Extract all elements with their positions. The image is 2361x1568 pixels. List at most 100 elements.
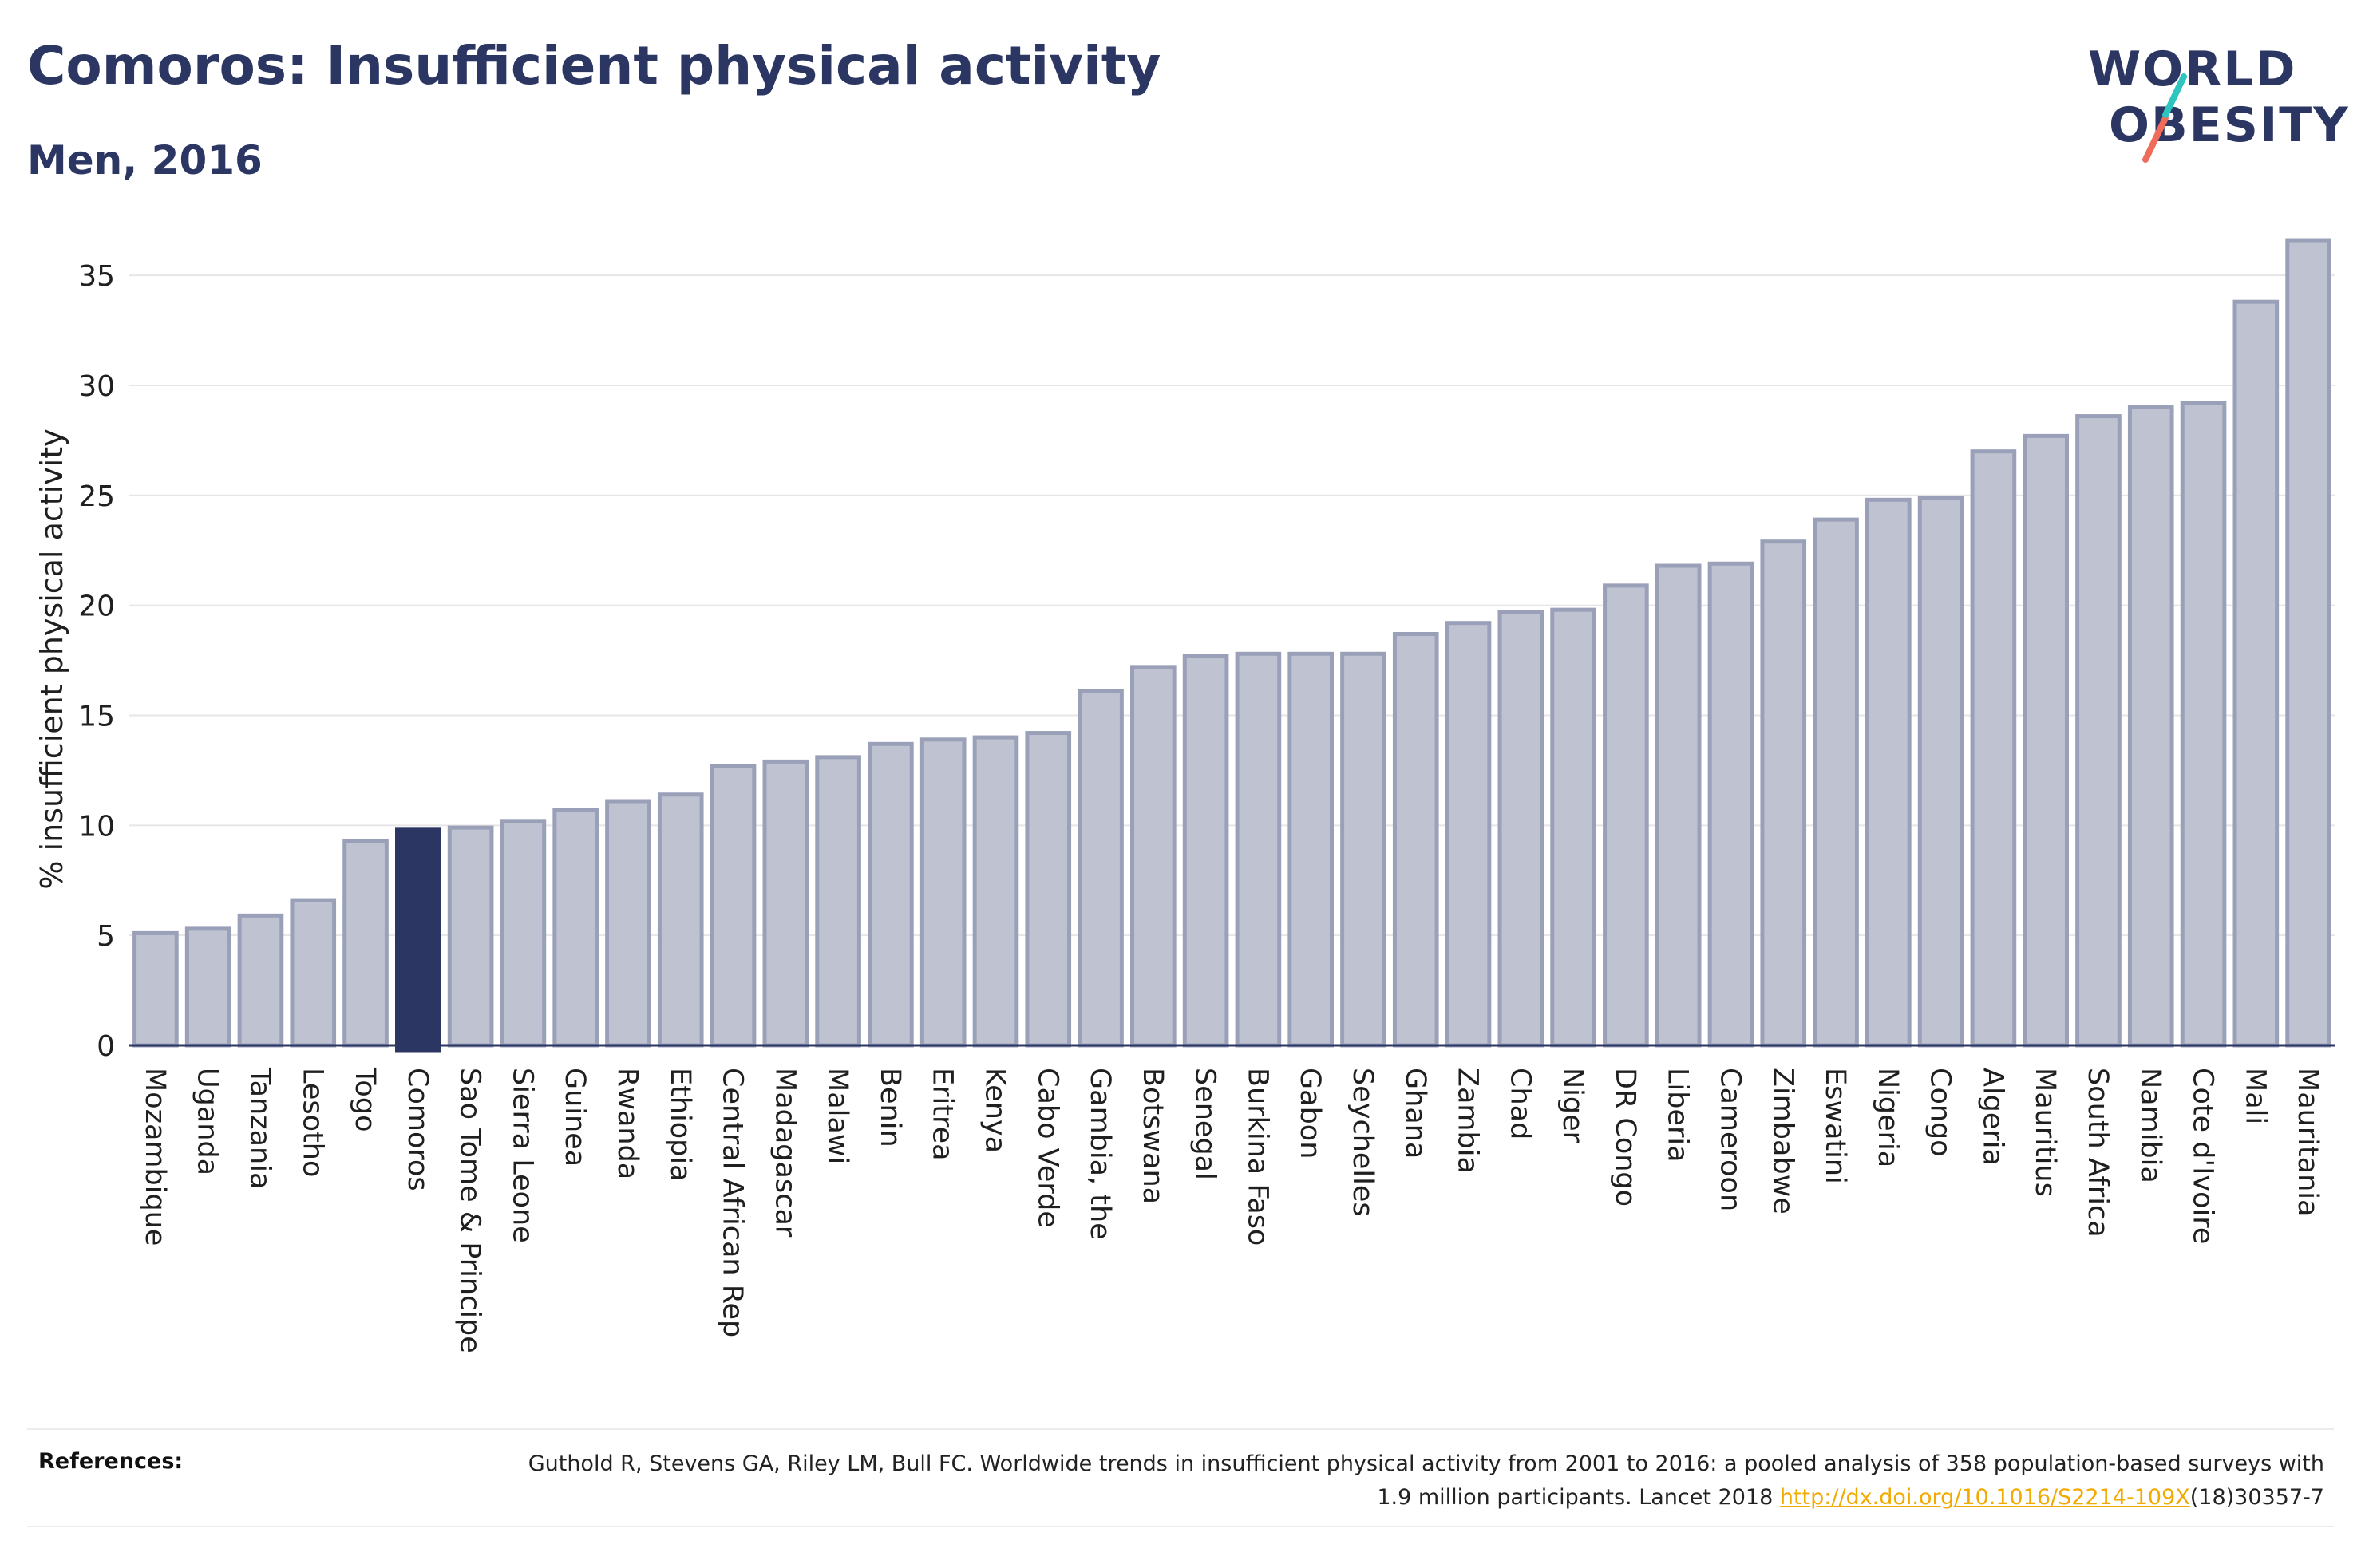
x-tick-label: Zimbabwe xyxy=(1766,1068,1798,1215)
x-tick-label: Mauritania xyxy=(2292,1068,2323,1216)
x-tick-label: Kenya xyxy=(979,1068,1010,1153)
x-tick-label: Mali xyxy=(2239,1068,2271,1124)
y-tick-label: 10 xyxy=(78,810,115,843)
x-tick-label: Sao Tome & Principe xyxy=(454,1068,486,1353)
bar xyxy=(1865,497,1912,1048)
bar xyxy=(500,819,547,1048)
bar xyxy=(710,764,757,1048)
x-tick-label: Lesotho xyxy=(296,1068,328,1177)
x-tick-label: Mauritius xyxy=(2029,1068,2061,1197)
bar xyxy=(1813,517,1859,1048)
x-tick-label: Zambia xyxy=(1452,1068,1484,1174)
y-axis-label: % insufficient physical activity xyxy=(34,429,69,889)
references-label: References: xyxy=(38,1449,184,1474)
x-tick-label: Rwanda xyxy=(611,1068,643,1179)
bar xyxy=(1603,583,1649,1048)
x-tick-label: Malawi xyxy=(821,1068,853,1164)
logo-text-world: WORLD xyxy=(2088,41,2297,97)
x-tick-label: Senegal xyxy=(1189,1068,1221,1180)
x-tick-label: Sierra Leone xyxy=(506,1068,538,1243)
x-tick-label: Ethiopia xyxy=(664,1068,696,1182)
x-tick-label: Eritrea xyxy=(927,1068,959,1161)
x-tick-label: Gabon xyxy=(1294,1068,1326,1159)
bar xyxy=(290,898,337,1048)
bar xyxy=(1497,610,1544,1048)
x-tick-label: Ghana xyxy=(1399,1068,1431,1159)
bar xyxy=(1392,631,1439,1048)
grid-lines xyxy=(129,274,2335,937)
bar xyxy=(605,799,651,1048)
y-tick-label: 15 xyxy=(78,700,115,733)
bar xyxy=(184,926,231,1048)
bar xyxy=(132,930,179,1048)
x-tick-label: Chad xyxy=(1504,1068,1536,1139)
chart-title: Comoros: Insufficient physical activity xyxy=(27,35,1161,97)
bar xyxy=(1078,689,1124,1048)
bar xyxy=(2180,401,2227,1048)
x-tick-label: Tanzania xyxy=(243,1067,275,1189)
x-tick-label: Gambia, the xyxy=(1084,1068,1116,1240)
bar xyxy=(1340,651,1386,1048)
bar xyxy=(237,913,284,1048)
x-tick-label: Guinea xyxy=(559,1068,591,1167)
bar-highlight xyxy=(395,827,441,1053)
bar xyxy=(1760,539,1807,1048)
x-tick-label: Central African Rep xyxy=(717,1068,749,1337)
bar xyxy=(1182,654,1229,1048)
bar xyxy=(657,792,704,1048)
x-tick-label: Niger xyxy=(1556,1068,1588,1143)
x-tick-label: Benin xyxy=(874,1068,906,1147)
x-tick-label: Cabo Verde xyxy=(1031,1068,1063,1228)
bar xyxy=(1550,607,1596,1048)
bar xyxy=(2023,433,2069,1048)
x-tick-label: Uganda xyxy=(192,1068,223,1175)
y-tick-label: 35 xyxy=(78,260,115,293)
references-panel: References: Guthold R, Stevens GA, Riley… xyxy=(27,1428,2334,1527)
bar xyxy=(1445,621,1492,1048)
bar xyxy=(1707,561,1754,1048)
x-tick-label: Cameroon xyxy=(1714,1068,1746,1211)
chart-subtitle: Men, 2016 xyxy=(27,137,263,184)
logo-text-obesity: OBESITY xyxy=(2109,97,2350,153)
bar xyxy=(2285,238,2331,1048)
x-tick-label: Liberia xyxy=(1662,1068,1694,1163)
x-tick-label: Mozambique xyxy=(139,1068,171,1246)
bar xyxy=(2075,414,2122,1048)
bar xyxy=(552,808,599,1048)
x-tick-label: Nigeria xyxy=(1872,1068,1904,1167)
x-tick-label: Cote d'Ivoire xyxy=(2187,1068,2219,1244)
x-tick-label: Burkina Faso xyxy=(1241,1068,1273,1246)
bar xyxy=(815,755,861,1048)
bar xyxy=(1287,651,1334,1048)
bar xyxy=(342,839,389,1048)
doi-link[interactable]: http://dx.doi.org/10.1016/S2214-109X xyxy=(1779,1485,2190,1510)
y-tick-label: 5 xyxy=(97,920,115,953)
bar xyxy=(1970,449,2017,1048)
references-citation: Guthold R, Stevens GA, Riley LM, Bull FC… xyxy=(528,1451,2324,1510)
x-tick-label: Madagascar xyxy=(769,1068,801,1238)
bar xyxy=(1655,563,1702,1048)
bar xyxy=(762,759,809,1048)
category-labels: Mozambique Uganda Tanzania Lesotho Togo Comor… xyxy=(139,1067,2323,1353)
bar xyxy=(919,737,967,1048)
y-tick-label: 25 xyxy=(78,480,115,513)
bar xyxy=(447,825,494,1048)
world-obesity-logo: WORLD OBESITY xyxy=(2075,32,2348,176)
y-tick-label: 30 xyxy=(78,370,115,403)
x-tick-label: Seychelles xyxy=(1347,1068,1378,1217)
bar xyxy=(2232,299,2280,1048)
x-tick-label: DR Congo xyxy=(1609,1068,1641,1207)
bar xyxy=(1235,651,1282,1048)
x-tick-label: Algeria xyxy=(1976,1068,2008,1166)
x-tick-label: Togo xyxy=(349,1067,381,1132)
y-tick-label: 0 xyxy=(97,1030,115,1063)
x-tick-label: Eswatini xyxy=(1819,1068,1851,1184)
x-tick-label: Botswana xyxy=(1137,1068,1169,1204)
x-tick-label: Congo xyxy=(1924,1068,1956,1157)
logo-slash-icon xyxy=(2142,73,2187,163)
bar xyxy=(1025,731,1072,1048)
references-text: Guthold R, Stevens GA, Riley LM, Bull FC… xyxy=(488,1448,2324,1515)
axes: 0 5 10 15 20 25 30 35 xyxy=(78,260,2335,1063)
bar xyxy=(1130,665,1177,1048)
bar xyxy=(972,735,1019,1048)
